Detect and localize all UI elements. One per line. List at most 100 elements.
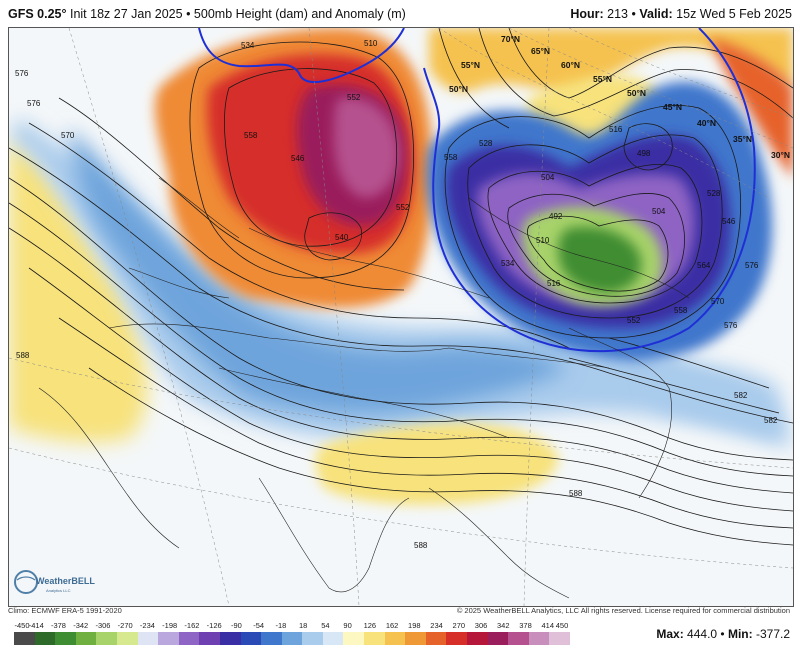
colorbar-tick-label: 414 <box>541 621 555 630</box>
logo-subtext: Analytics LLC <box>46 588 71 593</box>
contour-label: 570 <box>711 297 725 306</box>
climo-note: Climo: ECMWF ERA-5 1991-2020 <box>8 606 122 615</box>
contour-label: 534 <box>241 41 255 50</box>
colorbar-tick-label: 90 <box>343 621 352 630</box>
colorbar-segment <box>281 632 303 645</box>
contour-label: 570 <box>61 131 75 140</box>
colorbar-segment <box>405 632 427 645</box>
colorbar-segment <box>14 632 36 645</box>
border-line <box>468 197 690 299</box>
latitude-label: 55°N <box>461 60 480 70</box>
colorbar-tick-label: 306 <box>474 621 488 630</box>
grid-line <box>9 357 793 469</box>
grid-line <box>438 28 770 199</box>
colorbar-tick-label: 126 <box>363 621 377 630</box>
colorbar-segment <box>446 632 468 645</box>
contour-label: 576 <box>745 261 759 270</box>
colorbar-tick-label: 342 <box>497 621 510 630</box>
contour-label: 552 <box>347 93 361 102</box>
anomaly-shading <box>9 28 793 505</box>
colorbar-tick-label: -126 <box>206 621 222 630</box>
positive-anomaly-west <box>9 138 148 443</box>
height-contour <box>28 122 570 349</box>
colorbar-tick-label: -378 <box>50 621 66 630</box>
colorbar-tick-label: -414 <box>28 621 44 630</box>
border-line <box>258 477 410 593</box>
lat-lon-grid <box>9 28 793 606</box>
latitude-label: 65°N <box>531 46 550 56</box>
border-line <box>568 327 672 499</box>
latitude-label: 70°N <box>501 34 520 44</box>
latitude-label: 45°N <box>663 102 682 112</box>
colorbar-tick-label: -18 <box>275 621 287 630</box>
contour-label: 582 <box>734 391 748 400</box>
colorbar-segment <box>549 632 571 645</box>
colorbar-tick-label: -270 <box>117 621 133 630</box>
copyright-note: © 2025 WeatherBELL Analytics, LLC All ri… <box>456 606 790 615</box>
max-label: Max: <box>656 627 684 641</box>
contour-label: 546 <box>722 217 736 226</box>
height-contour <box>28 267 793 512</box>
forecast-map: 534 576 510 558 552 546 540 552 528 558 … <box>8 27 794 607</box>
contour-label: 558 <box>244 131 258 140</box>
height-contour <box>88 367 793 546</box>
contour-label: 588 <box>569 489 583 498</box>
colorbar-segment <box>55 632 77 645</box>
colorbar-tick-label: -234 <box>139 621 155 630</box>
thickness-540-line <box>198 28 756 353</box>
contour-label: 516 <box>609 125 623 134</box>
valid-value: 15z Wed 5 Feb 2025 <box>676 7 792 21</box>
contour-label: 528 <box>707 189 721 198</box>
colorbar-segment <box>116 632 139 645</box>
height-contour <box>9 177 793 461</box>
anomaly-colorbar <box>14 632 571 645</box>
positive-anomaly-northeast <box>429 28 793 98</box>
colorbar-segment <box>425 632 447 645</box>
colorbar-segment <box>199 632 221 645</box>
contour-label: 492 <box>549 212 563 221</box>
contour-label: 504 <box>541 173 555 182</box>
latitude-label: 35°N <box>733 134 752 144</box>
colorbar-segment <box>75 632 97 645</box>
colorbar-segment <box>322 632 344 645</box>
colorbar-tick-label: 234 <box>430 621 443 630</box>
colorbar-segment <box>467 632 489 645</box>
height-contour <box>507 193 685 297</box>
colorbar-segment <box>96 632 118 645</box>
height-contour <box>9 147 793 424</box>
hour-value: 213 <box>607 7 628 21</box>
colorbar-segment <box>508 632 530 645</box>
min-label: Min: <box>727 627 753 641</box>
latitude-label: 50°N <box>627 88 646 98</box>
colorbar-segment <box>343 632 365 645</box>
logo-globe-arc <box>16 576 36 581</box>
colorbar-tick-label: 378 <box>519 621 532 630</box>
height-contour <box>623 123 673 171</box>
border-line <box>248 227 490 299</box>
height-contour <box>438 28 510 129</box>
colorbar-tick-label: 162 <box>385 621 399 630</box>
contour-label: 576 <box>15 69 29 78</box>
valid-label: Valid: <box>639 7 673 21</box>
contour-label: 528 <box>479 139 493 148</box>
contour-label: 588 <box>414 541 428 550</box>
height-contour <box>58 317 793 529</box>
colorbar-tick-label: -162 <box>184 621 200 630</box>
contour-label: 582 <box>764 416 778 425</box>
height-contour <box>444 104 742 339</box>
border-line <box>158 177 240 239</box>
positive-anomaly-east <box>709 38 793 178</box>
colorbar-tick-label: 18 <box>298 621 308 630</box>
colorbar-segment <box>34 632 56 645</box>
height-contour <box>9 202 793 477</box>
grid-line <box>508 28 793 149</box>
border-line <box>218 367 510 439</box>
positive-anomaly-south <box>315 423 559 505</box>
latitude-label: 50°N <box>449 84 468 94</box>
height-contour <box>189 41 414 279</box>
border-line <box>108 323 610 369</box>
contour-label: 534 <box>501 259 515 268</box>
ridge-crest-anomaly <box>334 97 400 198</box>
height-contour <box>478 28 793 119</box>
latitude-labels: 70°N 65°N 60°N 55°N 50°N 45°N 40°N 35°N … <box>449 34 790 160</box>
